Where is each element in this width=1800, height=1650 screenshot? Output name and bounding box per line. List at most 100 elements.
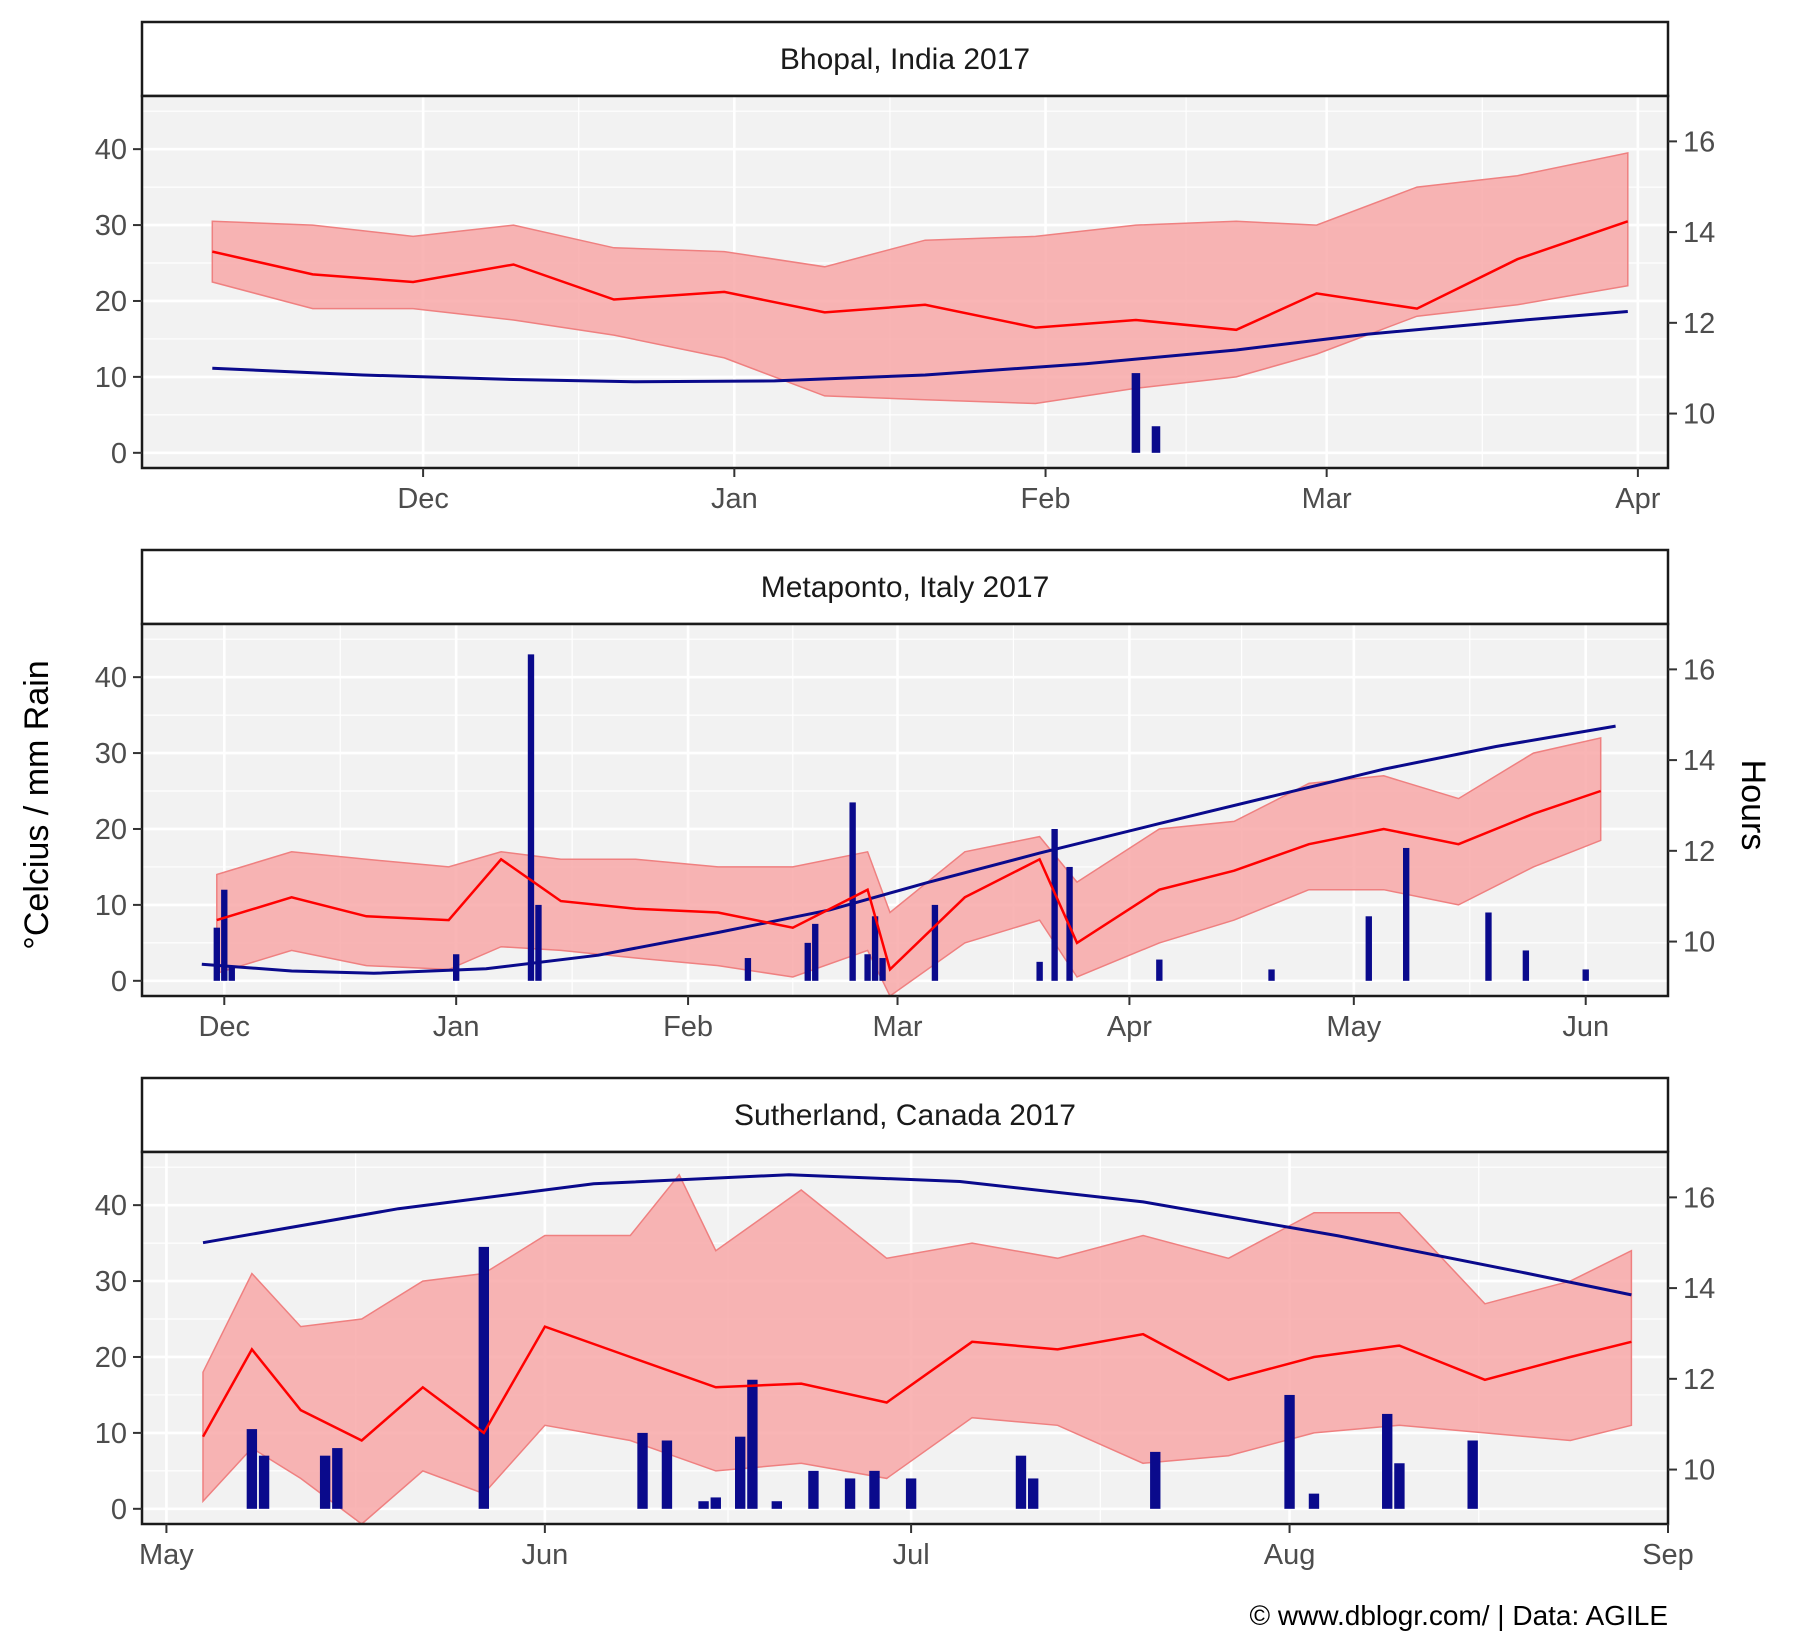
rain-bar — [905, 1478, 917, 1509]
panel: Metaponto, Italy 2017 0 10 20 30 40 10 12 14 16 De… — [95, 548, 1715, 1043]
panel: Bhopal, India 2017 0 10 20 30 40 10 12 14 16 Dec Ja… — [95, 20, 1715, 515]
rain-bar — [246, 1429, 258, 1509]
rain-bar — [879, 958, 886, 981]
x-tick-label: Apr — [1107, 1011, 1152, 1043]
temperature-range-ribbon — [216, 736, 1602, 998]
strip-title: Sutherland, Canada 2017 — [734, 1099, 1076, 1132]
panel: Sutherland, Canada 2017 0 10 20 30 40 10 12 14 16… — [95, 1076, 1715, 1571]
rain-bar — [747, 1379, 758, 1509]
x-tick-label: May — [139, 1539, 194, 1571]
y-tick-label: 40 — [95, 1190, 127, 1222]
panel-border — [140, 622, 1670, 998]
rain-bar — [1403, 847, 1410, 981]
rain-bar — [1284, 1394, 1295, 1509]
rain-bar — [931, 904, 939, 981]
credit-text: © www.dblogr.com/ | Data: AGILE — [1249, 1600, 1668, 1631]
y2-tick-label: 16 — [1683, 1182, 1715, 1214]
y2-tick-label: 16 — [1683, 654, 1715, 686]
y2-tick-label: 14 — [1683, 217, 1715, 249]
rain-bar — [849, 802, 856, 981]
rain-bar — [812, 923, 819, 981]
x-tick-label: Apr — [1615, 483, 1660, 515]
y2-tick-label: 10 — [1683, 1455, 1715, 1487]
strip-box — [140, 20, 1670, 98]
rain-bar — [744, 958, 752, 981]
rain-bar — [258, 1455, 270, 1509]
y2-tick-label: 14 — [1683, 1273, 1715, 1305]
strip-title: Metaponto, Italy 2017 — [761, 571, 1050, 604]
temperature-range-ribbon — [211, 151, 1629, 405]
rain-bar — [527, 654, 535, 981]
rain-bar — [1027, 1478, 1039, 1509]
daylight-line — [201, 724, 1616, 975]
y-tick-label: 10 — [95, 1418, 127, 1450]
rain-bar — [710, 1497, 721, 1509]
rain-bar — [1151, 426, 1161, 453]
rain-bar — [1365, 916, 1372, 981]
y-tick-label: 20 — [95, 1342, 127, 1374]
rain-bar — [1131, 373, 1141, 453]
rain-bar — [535, 904, 542, 981]
x-tick-label: Jun — [1562, 1011, 1609, 1043]
rain-bar — [228, 965, 235, 981]
rain-bar — [804, 942, 811, 981]
x-tick-label: Mar — [873, 1011, 923, 1043]
rain-bar — [844, 1478, 856, 1509]
y-tick-label: 0 — [111, 438, 127, 470]
x-tick-label: Mar — [1302, 483, 1352, 515]
panel-border — [140, 94, 1670, 470]
x-tick-label: Jan — [433, 1011, 480, 1043]
rain-bar — [735, 1436, 746, 1509]
panel-border — [140, 1150, 1670, 1526]
y-tick-label: 30 — [95, 210, 127, 242]
y-tick-label: 10 — [95, 362, 127, 394]
y2-tick-label: 16 — [1683, 126, 1715, 158]
rain-bar — [1467, 1440, 1478, 1509]
rain-bar — [1051, 828, 1058, 981]
rain-bar — [1150, 1451, 1161, 1509]
rain-bar — [1015, 1455, 1027, 1509]
mean-temperature-line — [216, 789, 1602, 972]
strip-box — [140, 548, 1670, 626]
rain-bar — [478, 1246, 490, 1509]
x-tick-label: Feb — [1021, 483, 1071, 515]
rain-bar — [869, 1470, 880, 1509]
y2-tick-label: 10 — [1683, 399, 1715, 431]
rain-bar — [1036, 961, 1043, 981]
daylight-line — [202, 1173, 1632, 1297]
x-tick-label: Sep — [1642, 1539, 1694, 1571]
temperature-range-ribbon — [202, 1173, 1633, 1525]
y-tick-label: 20 — [95, 814, 127, 846]
y-tick-label: 0 — [111, 966, 127, 998]
y-tick-label: 30 — [95, 1266, 127, 1298]
y2-tick-label: 12 — [1683, 308, 1715, 340]
y2-tick-label: 10 — [1683, 927, 1715, 959]
rain-bar — [1156, 959, 1163, 981]
rain-bar — [332, 1448, 343, 1509]
y-tick-label: 30 — [95, 738, 127, 770]
rain-bar — [1522, 950, 1530, 981]
y-tick-label: 0 — [111, 1494, 127, 1526]
y2-tick-label: 14 — [1683, 745, 1715, 777]
x-tick-label: Jan — [711, 483, 758, 515]
strip-title: Bhopal, India 2017 — [780, 43, 1030, 76]
x-tick-label: Dec — [397, 483, 449, 515]
y-axis-title-right: Hours — [1734, 760, 1772, 851]
strip-box — [140, 1076, 1670, 1154]
rain-bar — [1382, 1413, 1393, 1509]
rain-bar — [452, 954, 460, 981]
x-tick-label: Feb — [663, 1011, 713, 1043]
y2-tick-label: 12 — [1683, 836, 1715, 868]
x-tick-label: Jun — [521, 1539, 568, 1571]
y-axis-title-left: °Celcius / mm Rain — [18, 660, 56, 949]
x-tick-label: Aug — [1264, 1539, 1316, 1571]
rain-bar — [1268, 969, 1275, 981]
rain-bar — [864, 954, 871, 981]
y2-tick-label: 12 — [1683, 1364, 1715, 1396]
rain-bar — [221, 889, 228, 981]
y-tick-label: 20 — [95, 286, 127, 318]
y-tick-label: 40 — [95, 134, 127, 166]
rain-bar — [1308, 1493, 1320, 1509]
x-tick-label: Jul — [893, 1539, 930, 1571]
